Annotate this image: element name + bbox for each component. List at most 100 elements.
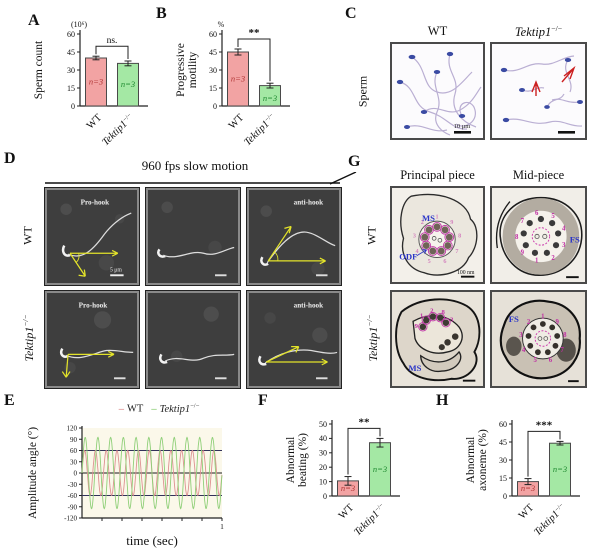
panelD-frame-wt-prohook: Pro-hook 5 μm — [45, 188, 139, 285]
svg-text:9: 9 — [450, 219, 453, 226]
svg-text:30: 30 — [209, 66, 217, 75]
svg-text:5: 5 — [551, 213, 555, 220]
svg-text:Tektip1−/−: Tektip1−/− — [352, 502, 388, 538]
svg-text:30: 30 — [67, 66, 75, 75]
svg-text:7: 7 — [560, 347, 564, 354]
panelD-frame-ko-prohook: Pro-hook — [45, 291, 139, 388]
svg-text:Abnormal: Abnormal — [285, 437, 297, 484]
svg-text:5: 5 — [534, 357, 538, 364]
svg-text:9: 9 — [521, 249, 525, 256]
svg-text:3: 3 — [519, 332, 523, 339]
amplitude-angle-plot: 120 90 60 30 0 -30 -60 -90 -120 1 Amplitude angle … — [27, 425, 224, 549]
panelD-frame-wt-antihook: anti-hook — [247, 188, 341, 285]
svg-text:0: 0 — [74, 470, 78, 478]
svg-text:0: 0 — [503, 492, 507, 501]
svg-text:Amplitude angle (°): Amplitude angle (°) — [27, 427, 39, 519]
svg-text:n=3: n=3 — [553, 464, 567, 474]
svg-text:n=3: n=3 — [121, 79, 135, 89]
panelC-row-label: Sperm — [355, 75, 370, 108]
abnormal-beating-chart: 0 10 20 30 40 50 Abnormal beating (%) n=3 WT n=3 Te… — [285, 416, 400, 538]
red-arrow-icon — [531, 80, 541, 96]
svg-text:MS: MS — [409, 363, 422, 373]
panel-letter-C: C — [345, 5, 357, 22]
svg-text:0: 0 — [71, 102, 75, 111]
svg-text:-120: -120 — [64, 515, 77, 523]
svg-text:2: 2 — [551, 255, 555, 262]
odf-arrow-icon — [416, 249, 427, 256]
svg-text:FS: FS — [509, 314, 519, 324]
svg-text:axoneme (%): axoneme (%) — [477, 429, 489, 491]
svg-text:2: 2 — [421, 219, 424, 226]
svg-text:45: 45 — [67, 48, 75, 57]
svg-text:1: 1 — [420, 313, 423, 320]
svg-text:Pro-hook: Pro-hook — [81, 198, 110, 206]
panel-letter-D: D — [4, 150, 16, 167]
sperm-count-chart: 0 15 30 45 60(10⁶) Sperm count n=3 WT n=3 Tektip1… — [33, 20, 148, 148]
svg-text:anti-hook: anti-hook — [294, 198, 324, 206]
svg-text:n=3: n=3 — [263, 93, 277, 103]
svg-text:3: 3 — [562, 242, 566, 249]
svg-text:4: 4 — [416, 248, 419, 255]
svg-text:ns.: ns. — [107, 36, 118, 46]
panelC-image-wt: 10 μm — [390, 42, 485, 140]
angle-arrows-icon — [61, 350, 115, 378]
panelC-image-ko — [490, 42, 587, 140]
svg-text:WT: WT — [337, 502, 357, 522]
angle-arrows-icon — [267, 225, 326, 265]
sperm-micrograph-wt: 10 μm — [396, 51, 482, 136]
svg-text:motility: motility — [187, 52, 199, 89]
svg-text:6: 6 — [443, 258, 446, 265]
panel-letter-F: F — [258, 392, 268, 409]
svg-text:2: 2 — [527, 319, 531, 326]
svg-text:4: 4 — [522, 347, 526, 354]
svg-text:%: % — [218, 20, 225, 29]
svg-text:90: 90 — [70, 436, 78, 444]
svg-text:ODF: ODF — [399, 251, 417, 261]
svg-text:60: 60 — [67, 30, 75, 39]
svg-text:5: 5 — [428, 258, 431, 265]
panelC-scale-text: 10 μm — [454, 123, 471, 130]
svg-text:Pro-hook: Pro-hook — [79, 301, 108, 309]
svg-text:Tektip1−/−: Tektip1−/− — [242, 112, 278, 148]
svg-text:8: 8 — [515, 234, 519, 241]
svg-text:20: 20 — [319, 463, 327, 472]
svg-text:3: 3 — [450, 317, 454, 324]
svg-text:WT: WT — [85, 112, 105, 132]
svg-text:100 nm: 100 nm — [457, 270, 475, 276]
svg-text:10: 10 — [319, 477, 327, 486]
svg-text:2: 2 — [430, 307, 434, 314]
svg-text:WT: WT — [517, 502, 537, 522]
svg-text:-60: -60 — [68, 492, 78, 500]
angle-arrows-icon — [265, 346, 328, 366]
svg-text:**: ** — [359, 416, 371, 428]
svg-text:anti-hook: anti-hook — [294, 301, 324, 309]
panelD-row-label-wt: WT — [20, 226, 35, 245]
svg-text:60: 60 — [499, 420, 507, 429]
svg-text:***: *** — [536, 419, 553, 431]
panelC-header-wt: WT — [427, 24, 448, 38]
svg-text:7: 7 — [455, 248, 458, 255]
svg-text:0: 0 — [323, 492, 327, 501]
panelD-header: 960 fps slow motion — [141, 158, 249, 173]
panelE-legend: – WT – Tektip1−/− — [60, 402, 250, 415]
svg-text:30: 30 — [319, 449, 327, 458]
panelD-frame-ko-antihook: anti-hook — [247, 291, 341, 388]
svg-text:(10⁶): (10⁶) — [71, 20, 87, 29]
panelC-header-ko: Tektip1−/− — [514, 24, 563, 40]
panelD-frame-wt-mid — [146, 188, 240, 285]
panel-letter-E: E — [4, 392, 15, 409]
svg-text:n=3: n=3 — [231, 74, 245, 84]
svg-text:1: 1 — [435, 214, 438, 221]
red-arrow-icon — [561, 65, 576, 83]
svg-text:0: 0 — [213, 102, 217, 111]
svg-text:15: 15 — [499, 474, 507, 483]
svg-text:30: 30 — [499, 456, 507, 465]
svg-text:n=3: n=3 — [373, 464, 387, 474]
svg-text:Tektip1−/−: Tektip1−/− — [100, 112, 136, 148]
svg-text:-30: -30 — [68, 481, 78, 489]
svg-text:time (sec): time (sec) — [126, 533, 178, 548]
svg-text:n=3: n=3 — [521, 483, 535, 493]
